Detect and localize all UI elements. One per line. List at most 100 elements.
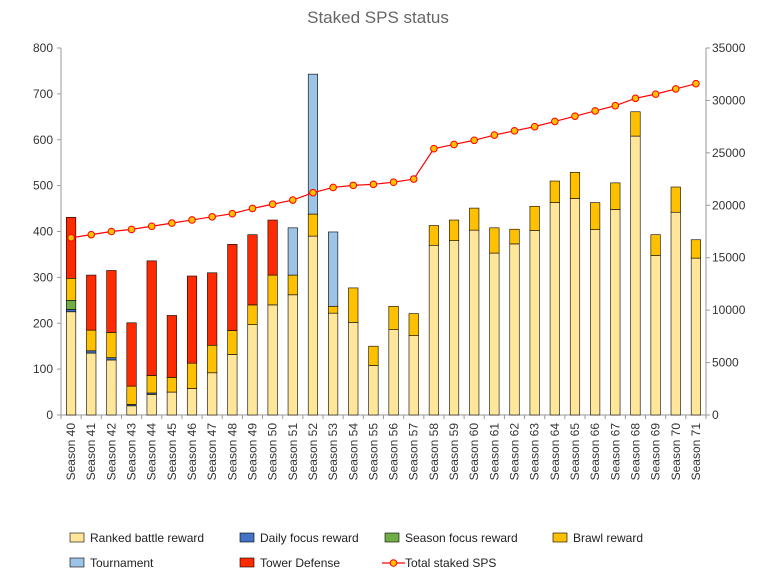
total-staked-sps-point bbox=[389, 178, 398, 187]
legend-label: Ranked battle reward bbox=[90, 531, 204, 545]
bar-segment-brawl-reward bbox=[368, 345, 379, 366]
bar-segment-tower-defense bbox=[86, 274, 97, 331]
bar-segment-tower-defense bbox=[106, 270, 117, 333]
legend-label: Daily focus reward bbox=[260, 531, 359, 545]
bar-segment-brawl-reward bbox=[328, 305, 339, 314]
total-staked-sps-point bbox=[571, 112, 579, 120]
y-right-tick-label: 30000 bbox=[712, 93, 746, 107]
x-tick-label: Season 49 bbox=[245, 423, 259, 481]
bar-segment-brawl-reward bbox=[529, 205, 540, 231]
bar-segment-brawl-reward bbox=[509, 228, 520, 245]
total-staked-sps-point bbox=[692, 79, 700, 88]
bar-segment-ranked-battle-reward bbox=[448, 240, 460, 416]
x-tick-label: Season 60 bbox=[467, 423, 481, 481]
y-left-tick-label: 800 bbox=[33, 41, 53, 55]
x-tick-label: Season 48 bbox=[225, 423, 239, 481]
x-tick-label: Season 51 bbox=[286, 423, 300, 481]
total-staked-sps-point bbox=[591, 107, 599, 115]
bar-segment-brawl-reward bbox=[690, 239, 701, 259]
total-staked-sps-point bbox=[470, 136, 479, 145]
y-left-tick-label: 700 bbox=[33, 87, 53, 101]
legend-label: Tower Defense bbox=[260, 556, 340, 570]
bar-segment-tournament bbox=[328, 231, 339, 307]
y-left-tick-label: 0 bbox=[46, 408, 53, 422]
total-staked-sps-point bbox=[611, 101, 620, 110]
y-left-tick-label: 200 bbox=[33, 316, 53, 330]
x-tick-label: Season 65 bbox=[568, 423, 582, 481]
bar-segment-daily-focus-reward bbox=[86, 350, 97, 354]
legend-swatch-ranked-battle-reward bbox=[69, 532, 85, 543]
legend-label: Total staked SPS bbox=[405, 556, 496, 570]
x-tick-label: Season 52 bbox=[306, 423, 320, 481]
legend-label: Season focus reward bbox=[405, 531, 518, 545]
bar-segment-brawl-reward bbox=[146, 375, 157, 394]
legend-marker-swatch bbox=[389, 559, 398, 567]
y-left-tick-label: 100 bbox=[33, 362, 53, 376]
bar-segment-ranked-battle-reward bbox=[590, 229, 601, 416]
bar-segment-brawl-reward bbox=[549, 180, 560, 203]
x-tick-label: Season 41 bbox=[84, 423, 98, 481]
total-staked-sps-point bbox=[67, 233, 75, 242]
bar-segment-brawl-reward bbox=[86, 329, 97, 352]
x-tick-label: Season 71 bbox=[689, 423, 703, 481]
x-tick-label: Season 40 bbox=[64, 423, 78, 481]
x-tick-label: Season 54 bbox=[346, 423, 360, 481]
total-staked-sps-point bbox=[490, 131, 499, 139]
bar-segment-brawl-reward bbox=[126, 385, 137, 405]
bar-segment-brawl-reward bbox=[448, 219, 460, 241]
bar-segment-ranked-battle-reward bbox=[650, 255, 661, 416]
x-tick-label: Season 45 bbox=[165, 423, 179, 481]
bar-segment-ranked-battle-reward bbox=[227, 354, 238, 416]
total-staked-sps-point bbox=[551, 117, 559, 126]
bar-segment-tournament bbox=[307, 73, 319, 215]
bar-segment-tower-defense bbox=[227, 244, 238, 331]
bar-segment-ranked-battle-reward bbox=[86, 352, 97, 416]
y-right-tick-label: 25000 bbox=[712, 146, 746, 160]
bar-segment-ranked-battle-reward bbox=[670, 211, 681, 416]
bar-segment-brawl-reward bbox=[166, 377, 177, 393]
total-staked-sps-point bbox=[409, 175, 418, 183]
bar-segment-ranked-battle-reward bbox=[126, 405, 137, 416]
legend-swatch-season-focus-reward bbox=[384, 532, 400, 543]
bar-segment-brawl-reward bbox=[186, 362, 198, 389]
bar-segment-ranked-battle-reward bbox=[630, 135, 641, 416]
total-staked-sps-point bbox=[127, 225, 136, 234]
total-staked-sps-point bbox=[188, 216, 196, 224]
bar-segment-brawl-reward bbox=[630, 111, 641, 137]
bar-segment-ranked-battle-reward bbox=[469, 229, 480, 416]
chart-title: Staked SPS status bbox=[307, 8, 449, 27]
bar-segment-brawl-reward bbox=[650, 234, 661, 256]
bar-segment-brawl-reward bbox=[267, 274, 278, 306]
bar-segment-ranked-battle-reward bbox=[166, 391, 177, 416]
bar-segment-ranked-battle-reward bbox=[247, 324, 258, 416]
bar-segment-tower-defense bbox=[126, 322, 137, 387]
x-tick-label: Season 59 bbox=[447, 423, 461, 481]
bar-segment-brawl-reward bbox=[348, 287, 359, 323]
x-tick-label: Season 43 bbox=[125, 423, 139, 481]
y-left-tick-label: 400 bbox=[33, 225, 53, 239]
total-staked-sps-point bbox=[430, 144, 438, 153]
x-tick-label: Season 53 bbox=[326, 423, 340, 481]
bars bbox=[66, 73, 701, 416]
bar-segment-tower-defense bbox=[166, 315, 177, 378]
bar-segment-ranked-battle-reward bbox=[207, 372, 218, 416]
y-right-tick-label: 35000 bbox=[712, 41, 746, 55]
total-staked-sps-point bbox=[268, 200, 277, 209]
bar-segment-brawl-reward bbox=[590, 202, 601, 230]
total-staked-sps-point bbox=[631, 94, 640, 103]
bar-segment-tower-defense bbox=[146, 260, 157, 376]
total-staked-sps-point bbox=[651, 90, 660, 98]
bar-segment-ranked-battle-reward bbox=[267, 304, 278, 416]
bar-segment-brawl-reward bbox=[106, 332, 117, 358]
y-right-tick-label: 0 bbox=[712, 408, 719, 422]
legend-label: Brawl reward bbox=[573, 531, 643, 545]
x-tick-label: Season 42 bbox=[104, 423, 118, 481]
total-staked-sps-point bbox=[87, 230, 96, 239]
total-staked-sps-point bbox=[288, 196, 297, 204]
total-staked-sps-point bbox=[329, 183, 337, 192]
y-left-tick-label: 300 bbox=[33, 270, 53, 284]
bar-segment-ranked-battle-reward bbox=[368, 365, 379, 416]
total-staked-sps-point bbox=[309, 188, 317, 197]
bar-segment-ranked-battle-reward bbox=[328, 312, 339, 416]
